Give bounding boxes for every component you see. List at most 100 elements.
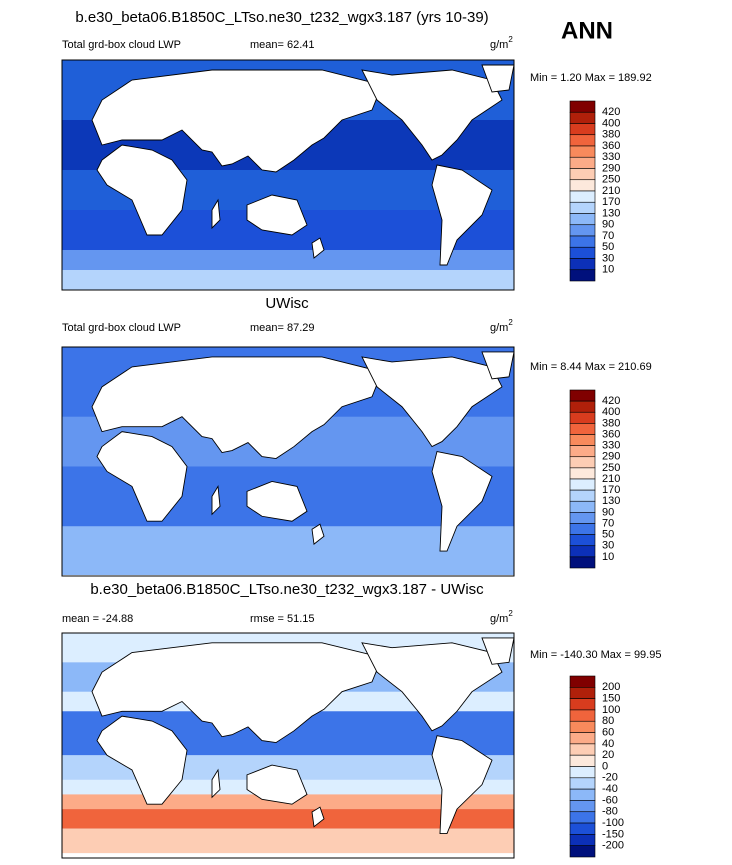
colorbar-box — [569, 224, 596, 237]
colorbar-label: 290 — [602, 451, 620, 463]
map-frame — [61, 59, 515, 291]
colorbar-label: 200 — [602, 681, 620, 693]
figure-title: b.e30_beta06.B1850C_LTso.ne30_t232_wgx3.… — [75, 9, 488, 26]
ocean-field — [62, 250, 514, 270]
ocean-field — [62, 809, 514, 829]
colorbar-label: -20 — [602, 772, 618, 784]
colorbar-box — [569, 698, 596, 711]
colorbar-label: 50 — [602, 529, 614, 541]
colorbar-label: 90 — [602, 506, 614, 518]
colorbar-box — [569, 545, 596, 558]
colorbar-box — [569, 534, 596, 547]
colorbar-label: 30 — [602, 252, 614, 264]
colorbar-label: 380 — [602, 129, 620, 141]
colorbar-box — [569, 467, 596, 480]
colorbar-box — [569, 675, 596, 688]
colorbar-box — [569, 100, 596, 113]
colorbar-label: -40 — [602, 783, 618, 795]
colorbar-box — [569, 777, 596, 790]
colorbar-box — [569, 190, 596, 203]
colorbar-box — [569, 434, 596, 446]
map-frame — [61, 632, 515, 859]
colorbar-box — [569, 134, 596, 147]
colorbar-box — [569, 834, 596, 846]
colorbar-label: 80 — [602, 715, 614, 727]
colorbar-label: 30 — [602, 540, 614, 552]
colorbar-box — [569, 822, 596, 835]
colorbar-label: 20 — [602, 749, 614, 761]
colorbar-label: -80 — [602, 806, 618, 818]
colorbar-label: 100 — [602, 704, 620, 716]
colorbar-label: 360 — [602, 428, 620, 440]
colorbar-label: 70 — [602, 230, 614, 242]
colorbar-box — [569, 500, 596, 513]
colorbar-label: 130 — [602, 495, 620, 507]
colorbar-box — [569, 489, 596, 502]
colorbar-box — [569, 423, 596, 435]
units: g/m2 — [490, 318, 513, 334]
colorbar-label: 400 — [602, 117, 620, 129]
colorbar-box — [569, 720, 596, 733]
colorbar-box — [569, 235, 596, 248]
center-label: rmse = 51.15 — [250, 613, 315, 625]
colorbar-label: 170 — [602, 484, 620, 496]
colorbar-label: -100 — [602, 817, 624, 829]
colorbar-box — [569, 687, 596, 699]
colorbar-label: 10 — [602, 264, 614, 276]
colorbar-label: 420 — [602, 395, 620, 407]
colorbar-box — [569, 258, 596, 271]
colorbar-box — [569, 389, 596, 402]
colorbar-label: 70 — [602, 517, 614, 529]
ocean-field — [62, 828, 514, 854]
colorbar-label: 400 — [602, 406, 620, 418]
colorbar-box — [569, 709, 596, 722]
colorbar-label: 0 — [602, 760, 608, 772]
map — [62, 347, 515, 576]
colorbar-box — [569, 411, 596, 424]
map — [62, 60, 515, 290]
left-label: mean = -24.88 — [62, 613, 133, 625]
colorbar-box — [569, 246, 596, 259]
colorbar-label: 210 — [602, 473, 620, 485]
colorbar-label: 50 — [602, 241, 614, 253]
center-label: mean= 62.41 — [250, 39, 315, 51]
ocean-field — [62, 270, 514, 290]
colorbar-box — [569, 213, 596, 226]
colorbar-box — [569, 456, 596, 469]
colorbar-label: 10 — [602, 551, 614, 563]
colorbar-label: 90 — [602, 219, 614, 231]
colorbar-box — [569, 179, 596, 192]
colorbar-label: -150 — [602, 828, 624, 840]
units: g/m2 — [490, 35, 513, 51]
colorbar-label: 60 — [602, 726, 614, 738]
colorbar-box — [569, 201, 596, 214]
colorbar-label: 170 — [602, 196, 620, 208]
colorbar-label: 250 — [602, 174, 620, 186]
colorbar-label: 420 — [602, 106, 620, 118]
panel-title: UWisc — [265, 295, 309, 312]
colorbar-box — [569, 845, 596, 858]
colorbar-box — [569, 754, 596, 767]
colorbar-label: 150 — [602, 693, 620, 705]
panel-title: b.e30_beta06.B1850C_LTso.ne30_t232_wgx3.… — [90, 581, 484, 598]
map — [62, 633, 515, 854]
ocean-field — [62, 526, 514, 576]
season: ANN — [561, 17, 613, 44]
colorbar-box — [569, 732, 596, 745]
colorbar-label: 210 — [602, 185, 620, 197]
colorbar-label: 40 — [602, 738, 614, 750]
min-max: Min = -140.30 Max = 99.95 — [530, 649, 661, 661]
left-label: Total grd-box cloud LWP — [62, 39, 181, 51]
colorbar-box — [569, 788, 596, 801]
left-label: Total grd-box cloud LWP — [62, 322, 181, 334]
colorbar-label: 330 — [602, 151, 620, 163]
colorbar-box — [569, 111, 596, 124]
colorbar-label: 250 — [602, 462, 620, 474]
units-base: g/m — [490, 322, 508, 334]
units: g/m2 — [490, 609, 513, 625]
colorbar-box — [569, 400, 596, 413]
colorbar-label: -200 — [602, 840, 624, 852]
units-sup: 2 — [508, 318, 513, 327]
colorbar-box — [569, 123, 596, 136]
